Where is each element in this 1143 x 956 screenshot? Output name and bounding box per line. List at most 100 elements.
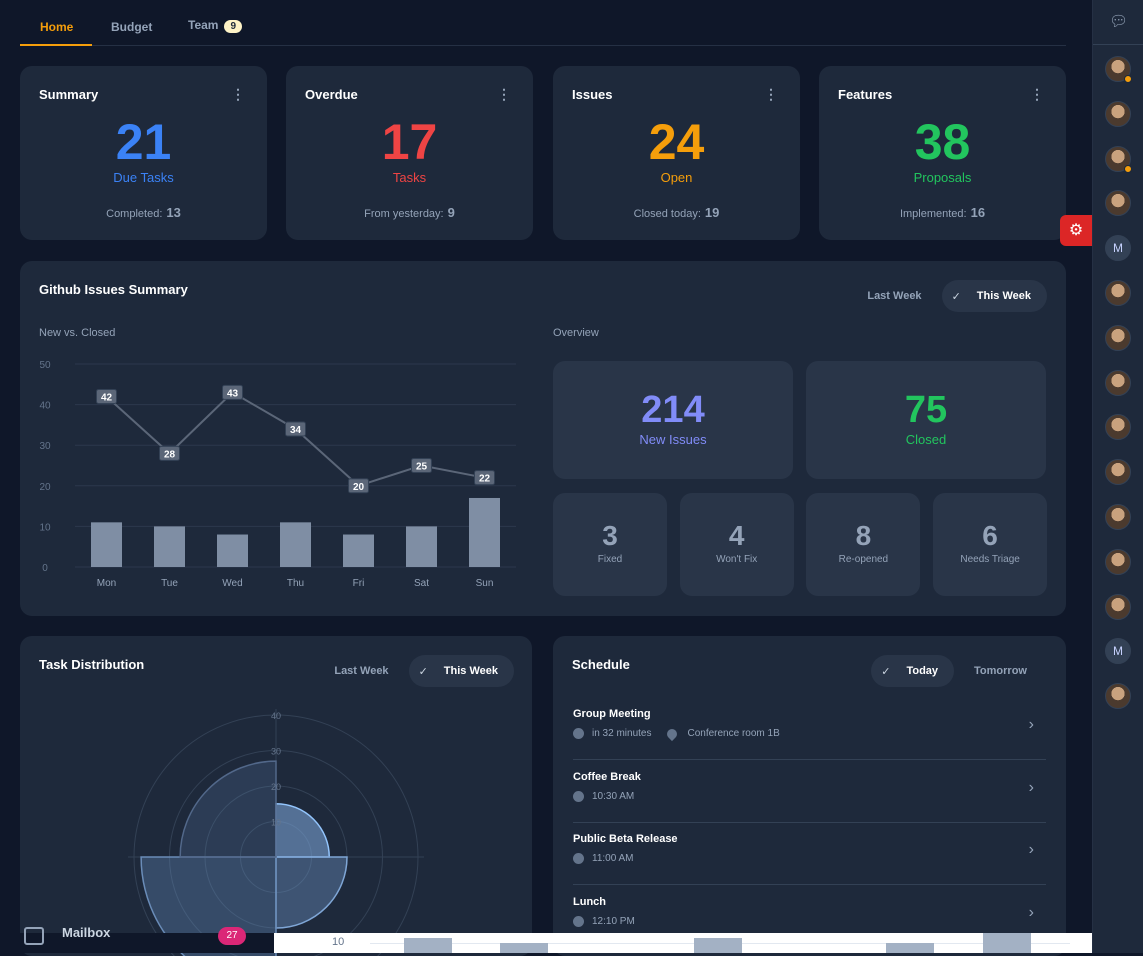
schedule-item-time: in 32 minutes	[592, 728, 651, 739]
stat-label: Tasks	[286, 170, 533, 185]
task-distribution-polar-chart: 10 20 30 40	[20, 636, 532, 956]
bar-thu	[280, 522, 311, 567]
x-tick-label: Sat	[414, 578, 429, 589]
overview-small-tile-1: 4 Won't Fix	[680, 493, 794, 596]
x-tick-label: Tue	[161, 578, 178, 589]
bar-tue	[154, 526, 185, 567]
r-tick-label: 20	[271, 782, 281, 792]
task-distribution-card: Task Distribution Last Week ✓This Week 1…	[20, 636, 532, 956]
avatar[interactable]	[1105, 549, 1131, 575]
today-label: Today	[906, 665, 938, 677]
chevron-right-icon[interactable]: ›	[1029, 779, 1034, 797]
stat-footer: Closed today:19	[553, 205, 800, 220]
schedule-item-time: 12:10 PM	[592, 916, 635, 927]
more-vertical-icon[interactable]: ⋮	[764, 86, 778, 103]
bar-mon	[91, 522, 122, 567]
chevron-right-icon[interactable]: ›	[1029, 904, 1034, 922]
avatar[interactable]	[1105, 280, 1131, 306]
stat-card-issues: Issues ⋮ 24 Open Closed today:19	[553, 66, 800, 240]
last-week-button[interactable]: Last Week	[847, 290, 941, 302]
avatar[interactable]	[1105, 190, 1131, 216]
schedule-item[interactable]: Group Meeting in 32 minutes Conference r…	[573, 698, 1046, 760]
more-vertical-icon[interactable]: ⋮	[1030, 86, 1044, 103]
avatar[interactable]	[1105, 459, 1131, 485]
mailbox-link[interactable]: Mailbox	[62, 925, 110, 940]
active-tab-indicator	[20, 44, 92, 46]
schedule-item[interactable]: Coffee Break 10:30 AM ›	[573, 761, 1046, 823]
r-tick-label: 10	[271, 818, 281, 828]
tile-value: 4	[680, 520, 794, 552]
tile-value: 3	[553, 520, 667, 552]
avatar[interactable]: M	[1105, 638, 1131, 664]
avatar[interactable]	[1105, 414, 1131, 440]
schedule-item[interactable]: Public Beta Release 11:00 AM ›	[573, 823, 1046, 885]
avatar[interactable]: M	[1105, 235, 1131, 261]
y-tick-label: 10	[39, 522, 51, 533]
tab-home[interactable]: Home	[40, 20, 73, 34]
tile-label: New Issues	[553, 432, 793, 447]
avatar[interactable]	[1105, 101, 1131, 127]
schedule-item-meta: in 32 minutes Conference room 1B	[573, 728, 780, 739]
chevron-right-icon[interactable]: ›	[1029, 841, 1034, 859]
data-label: 25	[416, 462, 428, 473]
schedule-item-meta: 12:10 PM	[573, 916, 635, 927]
gear-icon: ⚙	[1069, 222, 1083, 239]
clock-icon	[573, 791, 584, 802]
settings-gear-button[interactable]: ⚙	[1060, 215, 1092, 246]
footer-label: Closed today:	[634, 208, 701, 220]
stat-label: Open	[553, 170, 800, 185]
footer-label: Completed:	[106, 208, 162, 220]
avatar[interactable]	[1105, 325, 1131, 351]
chevron-right-icon[interactable]: ›	[1029, 716, 1034, 734]
schedule-item-meta: 11:00 AM	[573, 853, 634, 864]
tab-team-label: Team	[188, 18, 218, 32]
tomorrow-button[interactable]: Tomorrow	[954, 665, 1047, 677]
stat-footer: From yesterday:9	[286, 205, 533, 220]
more-vertical-icon[interactable]: ⋮	[497, 86, 511, 103]
data-label: 34	[290, 425, 302, 436]
schedule-item-title: Lunch	[573, 896, 606, 908]
check-icon: ✓	[952, 290, 961, 303]
underlay-sidebar: Mailbox 27	[0, 933, 274, 953]
r-tick-label: 30	[271, 747, 281, 757]
more-vertical-icon[interactable]: ⋮	[231, 86, 245, 103]
footer-label: Implemented:	[900, 208, 967, 220]
chat-icon[interactable]: 💬︎	[1109, 12, 1128, 30]
today-button[interactable]: ✓Today	[871, 655, 954, 687]
overview-label: Overview	[553, 327, 599, 339]
tile-label: Won't Fix	[680, 554, 794, 565]
tab-budget[interactable]: Budget	[111, 20, 152, 34]
tile-value: 8	[806, 520, 920, 552]
avatar[interactable]	[1105, 146, 1131, 172]
tile-value: 75	[806, 389, 1046, 432]
tile-label: Closed	[806, 432, 1046, 447]
avatar[interactable]	[1105, 370, 1131, 396]
stat-value: 38	[819, 114, 1066, 170]
stat-card-features: Features ⋮ 38 Proposals Implemented:16	[819, 66, 1066, 240]
polar-segment-0	[276, 804, 329, 857]
stat-value: 17	[286, 114, 533, 170]
y-tick-label: 30	[39, 441, 51, 452]
x-tick-label: Wed	[222, 578, 242, 589]
mailbox-icon	[24, 927, 44, 945]
avatar[interactable]	[1105, 683, 1131, 709]
this-week-button[interactable]: ✓This Week	[942, 280, 1047, 312]
footer-label: From yesterday:	[364, 208, 443, 220]
tile-label: Needs Triage	[933, 554, 1047, 565]
week-toggle: Last Week ✓This Week	[847, 280, 1047, 312]
r-tick-label: 40	[271, 711, 281, 721]
stat-value: 24	[553, 114, 800, 170]
stat-label: Due Tasks	[20, 170, 267, 185]
avatar[interactable]	[1105, 594, 1131, 620]
avatar[interactable]	[1105, 56, 1131, 82]
clock-icon	[573, 916, 584, 927]
schedule-item-meta: 10:30 AM	[573, 791, 634, 802]
schedule-item-time: 11:00 AM	[592, 853, 634, 864]
avatar[interactable]	[1105, 504, 1131, 530]
schedule-item-location: Conference room 1B	[687, 728, 779, 739]
underlay-tick: 10	[332, 936, 344, 948]
footer-value: 16	[971, 205, 985, 220]
location-pin-icon	[665, 726, 679, 740]
